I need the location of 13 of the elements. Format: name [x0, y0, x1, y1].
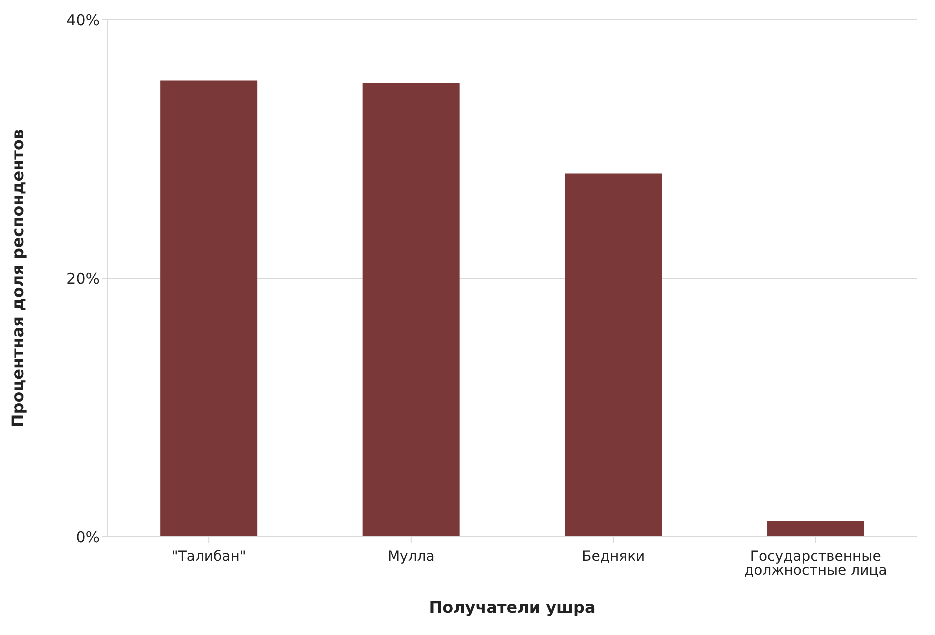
- y-tick-label: 40%: [66, 11, 100, 30]
- x-tick-label: Государственные должностные лица: [744, 549, 888, 579]
- x-tick-label: Мулла: [388, 549, 435, 565]
- x-tick-label: Бедняки: [582, 549, 646, 565]
- x-axis-title: Получатели ушра: [429, 598, 596, 617]
- y-axis-title: Процентная доля респондентов: [8, 129, 28, 428]
- bar: [362, 83, 460, 537]
- y-tick-label: 0%: [76, 528, 100, 546]
- bar: [160, 80, 258, 537]
- bar: [565, 174, 662, 537]
- y-tick-label: 20%: [66, 270, 100, 288]
- x-tick-label: "Талибан": [172, 549, 246, 565]
- bar: [767, 521, 864, 537]
